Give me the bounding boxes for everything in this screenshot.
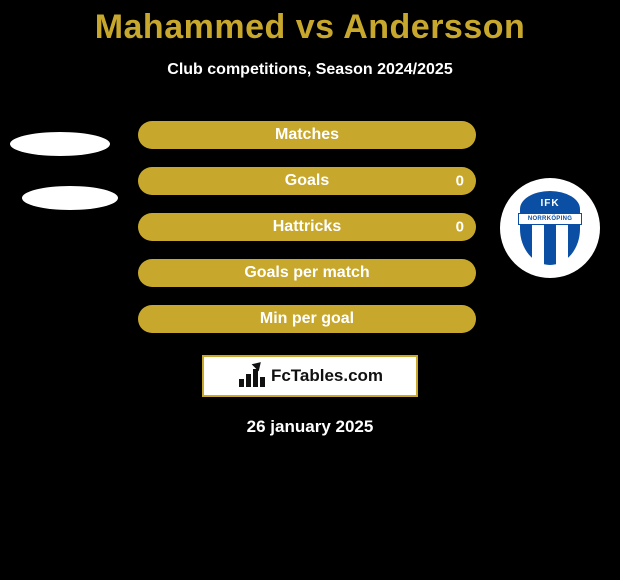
chart-icon (237, 365, 265, 387)
stat-row: Goals 0 (0, 167, 620, 195)
page-title: Mahammed vs Andersson (0, 8, 620, 47)
brand-text: FcTables.com (271, 366, 383, 386)
stat-value-right: 0 (456, 173, 464, 190)
comparison-card: Mahammed vs Andersson Club competitions,… (0, 8, 620, 580)
brand-box[interactable]: FcTables.com (202, 355, 418, 397)
stat-bar: Hattricks 0 (138, 213, 476, 241)
stat-label: Goals (285, 172, 329, 190)
stat-value-right: 0 (456, 219, 464, 236)
stat-bar: Min per goal (138, 305, 476, 333)
stat-label: Hattricks (273, 218, 341, 236)
stat-row: Min per goal (0, 305, 620, 333)
stat-label: Goals per match (244, 264, 369, 282)
stat-bar: Goals 0 (138, 167, 476, 195)
stat-row: Matches (0, 121, 620, 149)
stat-bar: Goals per match (138, 259, 476, 287)
stat-label: Matches (275, 126, 339, 144)
stat-row: Goals per match (0, 259, 620, 287)
stat-label: Min per goal (260, 310, 354, 328)
subtitle: Club competitions, Season 2024/2025 (0, 61, 620, 79)
date-label: 26 january 2025 (0, 417, 620, 437)
stat-row: Hattricks 0 (0, 213, 620, 241)
stats-bars: Matches Goals 0 Hattricks 0 Goals per match Mi… (0, 121, 620, 333)
stat-bar: Matches (138, 121, 476, 149)
